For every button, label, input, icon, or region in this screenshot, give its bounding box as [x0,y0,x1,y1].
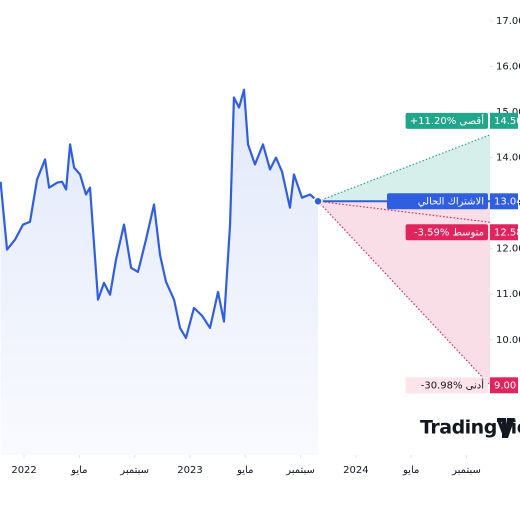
logo: TradingView [420,417,520,439]
area [0,89,319,455]
x-tick-label: مايو [236,465,253,476]
value-badge-label: 9.00 [494,380,516,391]
logo-icon [497,418,515,438]
y-tick-label: 10.00 [496,335,520,346]
value-badge-label: 12.58 [494,227,520,238]
value-badge-label: 13.04 [494,196,520,207]
x-tick-label: مايو [402,465,419,476]
name-badge [405,112,488,129]
y-tick-label: 16.00 [496,61,520,72]
x-tick-label: 2023 [177,465,202,476]
name-badge [387,193,488,210]
forecast-line [317,134,491,202]
y-tick-label: 15.00 [496,107,520,118]
y-tick-label: 12.00 [496,244,520,255]
x-tick-label: سبتمبر [285,465,315,476]
x-tick-label: سبتمبر [119,465,149,476]
y-tick-label: 17.00 [496,16,520,27]
x-tick-label: 2022 [11,465,36,476]
name-badge-label: -3.59% متوسط [414,227,484,238]
name-badge [405,377,488,394]
y-tick-label: 11.00 [496,289,520,300]
forecast-line [317,200,491,223]
price-line [0,88,319,340]
name-badge-label: -30.98% أدنى [421,378,484,391]
x-tick-label: 2024 [343,465,368,476]
watermark: TradingView [420,417,520,439]
value-badge-label: 14.50 [494,116,520,127]
y-tick-label: 14.00 [496,153,520,164]
x-tick-label: سبتمبر [451,465,481,476]
value-badge [490,112,518,129]
name-badge [405,224,488,241]
x-tick-label: مايو [70,465,87,476]
value-badge [490,377,518,394]
forecast-down-area [318,201,490,386]
value-badge [490,193,518,210]
current-point [313,196,323,207]
name-badge-label: +11.20% أقصى [410,114,484,127]
name-badge-label: الاشتراك الحالي [418,196,484,207]
value-badge [490,224,518,241]
